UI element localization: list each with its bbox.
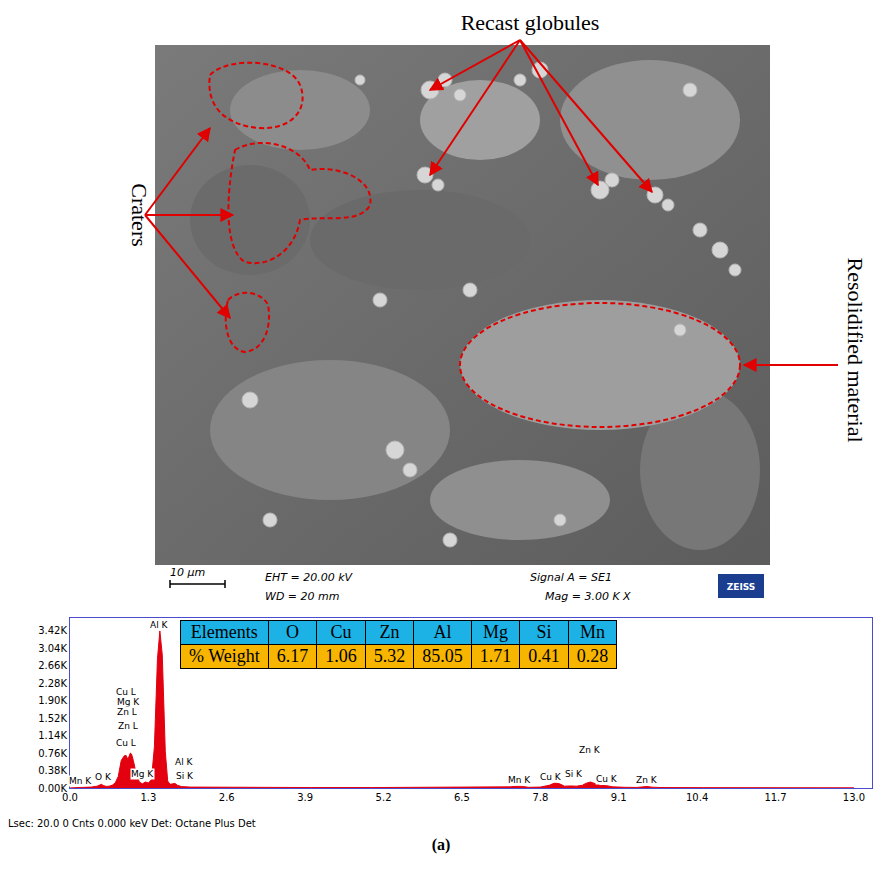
svg-text:Signal A = SE1: Signal A = SE1 [530, 571, 612, 584]
html-text:Lsec: 20.0 0 Cnts 0.000 keV De: Lsec: 20.0 0 Cnts 0.000 keV Det: Octane … [8, 818, 256, 829]
svg-text:Recast globules: Recast globules [461, 10, 600, 35]
svg-text:Craters: Craters [127, 183, 152, 247]
html-text:1.71: 1.71 [479, 646, 512, 666]
svg-text:Si K: Si K [176, 771, 194, 781]
svg-text:Zn K: Zn K [579, 745, 601, 755]
svg-text:Mg K: Mg K [131, 769, 154, 779]
svg-text:0.38K: 0.38K [38, 765, 67, 776]
svg-text:Cu K: Cu K [540, 772, 562, 782]
html-text:85.05: 85.05 [422, 646, 463, 666]
html-text:Mn: Mn [580, 622, 605, 642]
svg-text:O K: O K [95, 772, 112, 782]
svg-text:3.42K: 3.42K [38, 625, 67, 636]
svg-text:Mag = 3.00 K X: Mag = 3.00 K X [545, 590, 631, 603]
svg-text:0.76K: 0.76K [38, 748, 67, 759]
svg-text:1.3: 1.3 [140, 792, 156, 803]
svg-text:Mn K: Mn K [69, 776, 92, 786]
svg-text:1.90K: 1.90K [38, 695, 67, 706]
html-text:1.06: 1.06 [325, 646, 357, 666]
svg-text:0.0: 0.0 [62, 792, 78, 803]
svg-text:0.00K: 0.00K [38, 783, 67, 794]
html-text:0.41: 0.41 [528, 646, 560, 666]
svg-text:Zn L: Zn L [118, 721, 138, 731]
svg-text:11.7: 11.7 [764, 792, 786, 803]
html-text:(a): (a) [431, 836, 451, 853]
html-text:O: O [286, 622, 299, 642]
svg-text:13.0: 13.0 [843, 792, 865, 803]
svg-text:9.1: 9.1 [611, 792, 627, 803]
svg-text:3.04K: 3.04K [38, 643, 67, 654]
svg-text:Al K: Al K [175, 757, 194, 767]
svg-text:2.28K: 2.28K [38, 678, 67, 689]
svg-text:Zn L: Zn L [117, 707, 137, 717]
svg-text:Mn K: Mn K [508, 775, 531, 785]
svg-text:10 μm: 10 μm [170, 566, 205, 579]
svg-text:7.8: 7.8 [532, 792, 548, 803]
svg-text:ZEISS: ZEISS [727, 582, 756, 592]
svg-text:10.4: 10.4 [686, 792, 708, 803]
svg-text:Cu L: Cu L [116, 687, 136, 697]
html-text:Si: Si [536, 622, 552, 642]
html-text:Cu: Cu [330, 622, 352, 642]
svg-text:2.66K: 2.66K [38, 660, 67, 671]
svg-text:2.6: 2.6 [219, 792, 235, 803]
html-text:Elements: Elements [190, 622, 258, 642]
svg-text:6.5: 6.5 [454, 792, 470, 803]
html-text:0.28: 0.28 [576, 646, 609, 666]
svg-text:Resolidified material: Resolidified material [843, 257, 868, 442]
svg-text:EHT = 20.00 kV: EHT = 20.00 kV [265, 571, 354, 584]
svg-text:Cu L: Cu L [116, 738, 136, 748]
svg-text:1.52K: 1.52K [38, 713, 67, 724]
html-text:Zn: Zn [379, 622, 400, 642]
svg-text:Al K: Al K [150, 620, 169, 630]
html-text:5.32: 5.32 [373, 646, 406, 666]
html-text:Mg: Mg [483, 622, 508, 642]
svg-text:5.2: 5.2 [376, 792, 392, 803]
html-text:Al: Al [433, 622, 452, 642]
svg-text:Mg K: Mg K [117, 697, 140, 707]
svg-text:3.9: 3.9 [297, 792, 313, 803]
svg-text:Si K: Si K [565, 769, 583, 779]
html-text:% Weight: % Weight [189, 646, 260, 666]
svg-text:WD = 20 mm: WD = 20 mm [265, 590, 339, 603]
svg-text:1.14K: 1.14K [38, 730, 67, 741]
html-text:6.17: 6.17 [276, 646, 309, 666]
svg-text:Zn K: Zn K [636, 775, 658, 785]
svg-text:Cu K: Cu K [596, 774, 618, 784]
